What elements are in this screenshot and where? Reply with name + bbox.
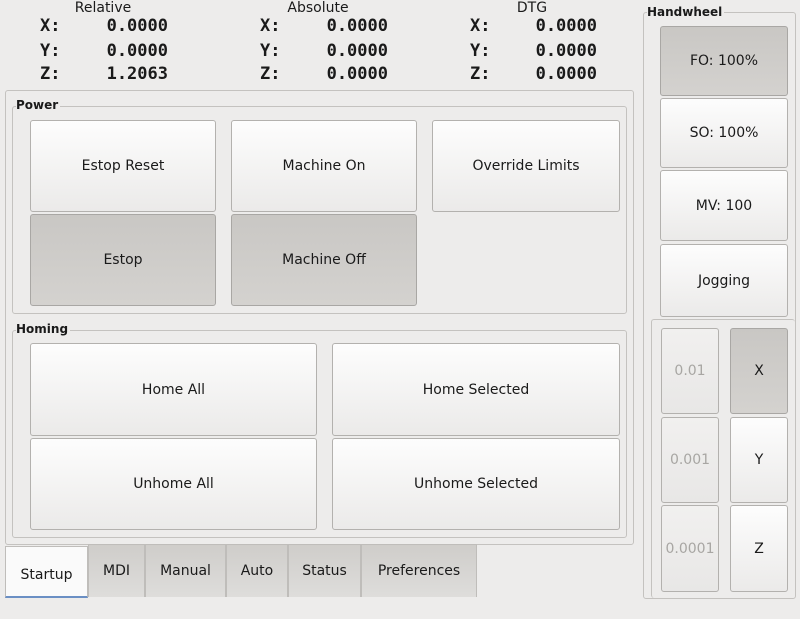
tab-preferences[interactable]: Preferences [361,544,477,597]
relative-header: Relative [74,0,132,16]
jogging-button[interactable]: Jogging [660,244,788,317]
tab-mdi[interactable]: MDI [88,544,145,597]
tab-startup[interactable]: Startup [5,546,88,598]
abs-y-value: 0.0000 [326,41,388,61]
rel-x-value: 0.0000 [106,16,168,36]
dtg-z-value: 0.0000 [535,64,597,84]
axis-y-button[interactable]: Y [730,417,788,503]
machine-on-button[interactable]: Machine On [231,120,417,212]
increment-0.01-button[interactable]: 0.01 [661,328,719,414]
tab-manual[interactable]: Manual [145,544,226,597]
home-all-button[interactable]: Home All [30,343,317,436]
power-title: Power [16,98,61,112]
abs-x-value: 0.0000 [326,16,388,36]
tab-status[interactable]: Status [288,544,361,597]
homing-group [12,330,627,538]
dtg-y-label: Y: [470,41,491,61]
abs-z-value: 0.0000 [326,64,388,84]
dtg-header: DTG [516,0,548,16]
abs-y-label: Y: [260,41,281,61]
absolute-header: Absolute [287,0,349,16]
rel-y-label: Y: [40,41,61,61]
homing-title: Homing [16,322,71,336]
override-limits-button[interactable]: Override Limits [432,120,620,212]
jog-group [651,319,795,598]
axis-x-button[interactable]: X [730,328,788,414]
dtg-x-label: X: [470,16,491,36]
abs-z-label: Z: [260,64,281,84]
rel-z-value: 1.2063 [106,64,168,84]
unhome-all-button[interactable]: Unhome All [30,438,317,530]
rel-z-label: Z: [40,64,61,84]
dtg-x-value: 0.0000 [535,16,597,36]
abs-x-label: X: [260,16,281,36]
rel-x-label: X: [40,16,61,36]
spindle-override-button[interactable]: SO: 100% [660,98,788,168]
home-selected-button[interactable]: Home Selected [332,343,620,436]
feed-override-button[interactable]: FO: 100% [660,26,788,96]
max-velocity-button[interactable]: MV: 100 [660,170,788,241]
increment-0.001-button[interactable]: 0.001 [661,417,719,503]
axis-z-button[interactable]: Z [730,505,788,592]
power-group [12,106,627,314]
tab-auto[interactable]: Auto [226,544,288,597]
rel-y-value: 0.0000 [106,41,168,61]
increment-0.0001-button[interactable]: 0.0001 [661,505,719,592]
machine-off-button[interactable]: Machine Off [231,214,417,306]
unhome-selected-button[interactable]: Unhome Selected [332,438,620,530]
dtg-y-value: 0.0000 [535,41,597,61]
handwheel-title: Handwheel [647,5,725,19]
dtg-z-label: Z: [470,64,491,84]
estop-button[interactable]: Estop [30,214,216,306]
estop-reset-button[interactable]: Estop Reset [30,120,216,212]
